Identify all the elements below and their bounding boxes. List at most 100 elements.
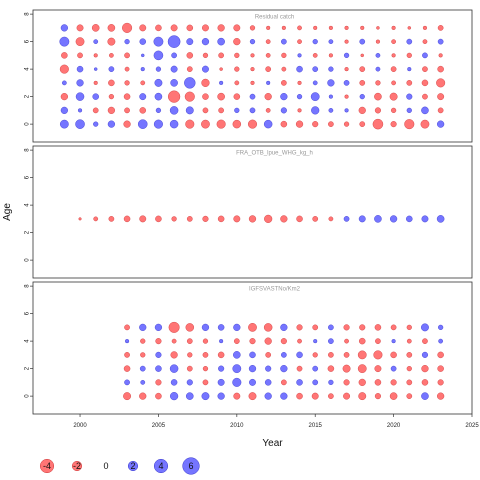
- bubble: [233, 93, 241, 100]
- bubble: [202, 107, 209, 114]
- bubble: [344, 108, 349, 113]
- bubble: [153, 50, 164, 61]
- bubble: [296, 215, 303, 223]
- bubble: [437, 93, 445, 101]
- y-tick-label: 4: [25, 203, 31, 207]
- bubble: [93, 39, 99, 44]
- bubble: [122, 22, 133, 33]
- y-tick-label: 4: [25, 67, 31, 71]
- legend-label: 2: [130, 461, 135, 471]
- bubble: [421, 351, 428, 358]
- bubble: [264, 93, 272, 101]
- bubble: [280, 392, 288, 400]
- bubble: [263, 323, 273, 332]
- bubble: [93, 67, 98, 71]
- bubble: [202, 24, 209, 32]
- bubble: [406, 324, 412, 330]
- bubble: [234, 66, 240, 72]
- bubble: [422, 93, 428, 100]
- bubble: [436, 215, 445, 223]
- bubble: [390, 379, 397, 386]
- bubble: [328, 379, 334, 385]
- bubble: [154, 78, 163, 87]
- bubble: [328, 216, 334, 222]
- bubble: [343, 379, 350, 386]
- bubble: [296, 379, 303, 386]
- bubble: [232, 377, 242, 387]
- bubble: [375, 53, 381, 58]
- bubble: [169, 364, 179, 373]
- bubble: [155, 338, 162, 345]
- bubble: [389, 92, 398, 101]
- bubble: [185, 106, 194, 115]
- bubble: [186, 52, 194, 59]
- bubble: [280, 338, 287, 345]
- bubble: [201, 38, 210, 46]
- bubble: [107, 37, 116, 46]
- bubble: [219, 339, 224, 344]
- bubble: [155, 365, 162, 372]
- bubble: [77, 108, 83, 113]
- bubble: [75, 92, 85, 101]
- bubble: [281, 25, 286, 30]
- panel-frame: [32, 145, 473, 279]
- bubble: [141, 53, 145, 58]
- bubble: [250, 53, 255, 58]
- bubble: [137, 119, 148, 129]
- bubble: [328, 338, 334, 344]
- y-tick-label: 0: [25, 394, 31, 398]
- bubble: [280, 120, 288, 128]
- bubble: [78, 217, 82, 221]
- bubble: [93, 80, 98, 85]
- bubble: [75, 119, 85, 129]
- bubble: [406, 52, 412, 58]
- bubble: [185, 119, 195, 129]
- bubble: [233, 215, 241, 223]
- bubble: [280, 365, 288, 373]
- bubble: [155, 379, 162, 386]
- bubble: [327, 79, 335, 87]
- bubble: [359, 121, 366, 127]
- bubble: [374, 393, 381, 400]
- bubble: [124, 107, 130, 114]
- bubble: [139, 365, 146, 372]
- bubble: [281, 352, 287, 358]
- bubble: [421, 379, 429, 386]
- bubble: [60, 106, 68, 114]
- bubble: [202, 338, 209, 344]
- x-tick-label: 2010: [230, 423, 244, 429]
- legend-bubble: [153, 458, 169, 474]
- bubble: [312, 352, 318, 358]
- bubble: [249, 378, 256, 386]
- bubble: [76, 65, 84, 73]
- bubble: [374, 365, 382, 373]
- bubble: [297, 39, 302, 44]
- y-tick-label: 0: [25, 258, 31, 262]
- bubble: [437, 107, 444, 114]
- bubble: [155, 215, 162, 223]
- bubble: [296, 324, 303, 331]
- bubble: [186, 392, 194, 400]
- bubble: [358, 106, 366, 114]
- bubble: [186, 24, 194, 32]
- bubble: [281, 66, 287, 72]
- panel-2: FRA_OTB_lpue_WHG_kg_h 0 2 4 6 8: [25, 145, 473, 279]
- bubble: [376, 26, 380, 30]
- bubble: [375, 66, 381, 72]
- bubble: [202, 379, 209, 386]
- bubble: [139, 215, 147, 223]
- bubble: [123, 120, 131, 128]
- y-tick-label: 6: [25, 39, 31, 43]
- bubble: [202, 366, 209, 372]
- bubble: [219, 80, 224, 85]
- bubble: [249, 93, 256, 100]
- bubble: [280, 107, 287, 114]
- bubble: [75, 37, 85, 46]
- bubble: [344, 25, 349, 30]
- bubble: [420, 119, 430, 129]
- bubble: [232, 119, 242, 129]
- bubble: [391, 339, 396, 344]
- bubble: [155, 66, 162, 72]
- bubble: [296, 94, 303, 100]
